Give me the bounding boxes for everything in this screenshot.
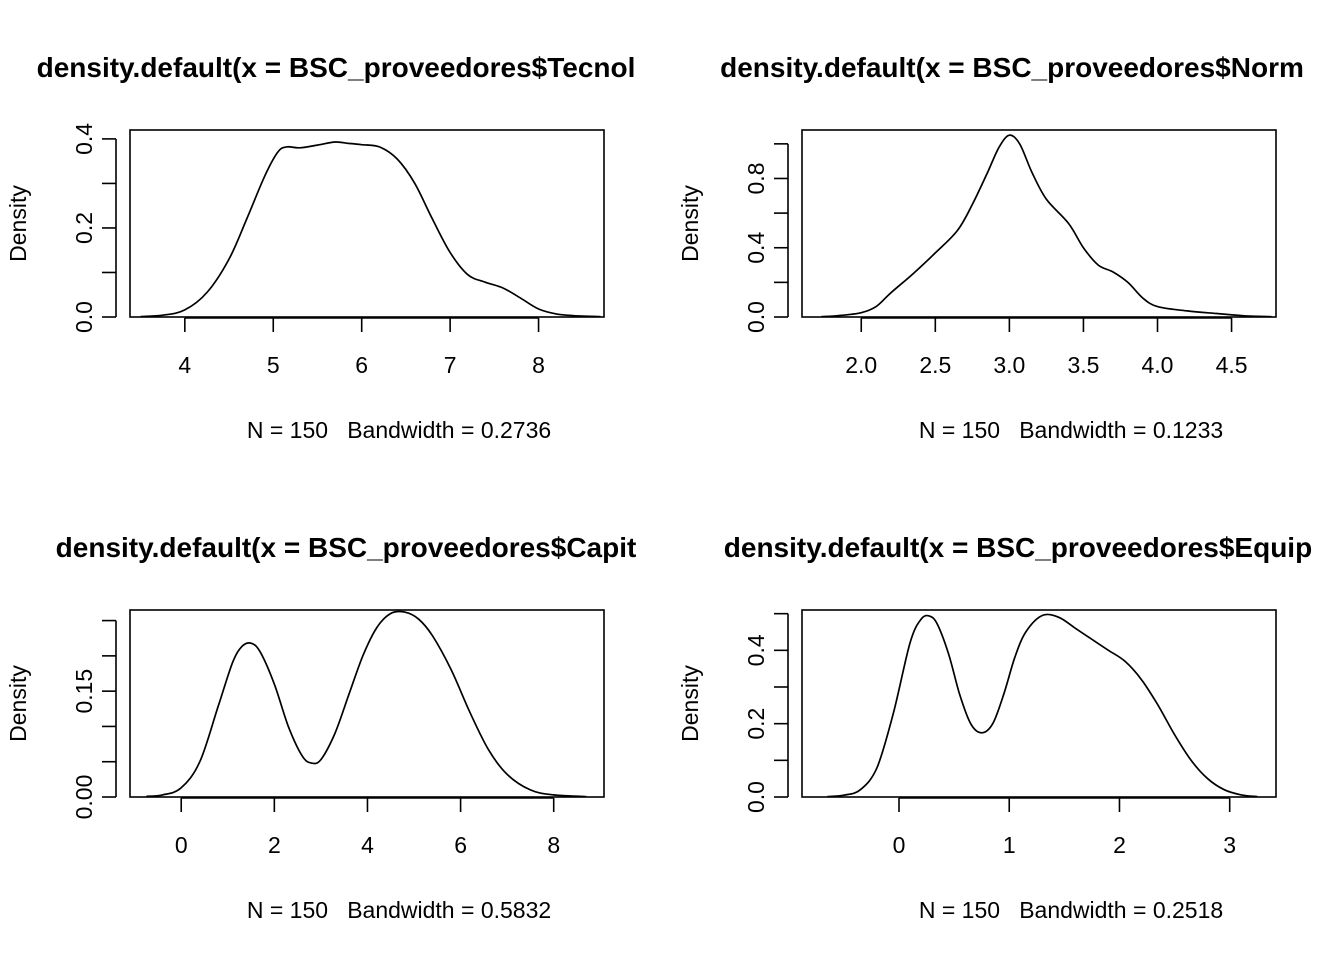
x-axis: 0 1 2 3	[893, 797, 1236, 858]
x-tick-label: 8	[532, 352, 545, 378]
y-tick-label: 0.2	[71, 212, 97, 244]
y-axis-label: Density	[677, 185, 703, 262]
x-axis: 4 5 6 7 8	[178, 317, 545, 378]
y-axis-label: Density	[677, 665, 703, 742]
density-curve	[827, 613, 1258, 798]
x-tick-label: 3.0	[993, 352, 1025, 378]
plot-frame	[801, 609, 1277, 798]
plot-frame	[129, 129, 605, 318]
x-axis-label: N = 150 Bandwidth = 0.5832	[247, 897, 551, 923]
y-axis-label: Density	[5, 185, 31, 262]
x-tick-label: 8	[547, 832, 560, 858]
y-tick-label: 0.8	[743, 162, 769, 194]
density-curve	[140, 141, 601, 318]
x-tick-label: 6	[454, 832, 467, 858]
x-tick-label: 6	[355, 352, 368, 378]
x-tick-label: 0	[175, 832, 188, 858]
chart-title: density.default(x = BSC_proveedores$Capi…	[56, 532, 637, 563]
plot-frame	[801, 129, 1277, 318]
y-tick-label: 0.4	[71, 123, 97, 155]
x-tick-label: 2	[1113, 832, 1126, 858]
x-tick-label: 5	[267, 352, 280, 378]
x-axis: 0 2 4 6 8	[175, 797, 560, 858]
x-tick-label: 2	[268, 832, 281, 858]
x-tick-label: 7	[444, 352, 457, 378]
x-tick-label: 3	[1223, 832, 1236, 858]
x-tick-label: 4	[361, 832, 374, 858]
density-curve	[146, 610, 587, 798]
density-panel-3: density.default(x = BSC_proveedores$Capi…	[5, 532, 636, 923]
y-tick-label: 0.0	[743, 301, 769, 333]
y-tick-label: 0.0	[71, 301, 97, 333]
y-axis-label: Density	[5, 665, 31, 742]
y-axis: 0.0 0.4 0.8	[743, 143, 789, 333]
y-axis: 0.00 0.15	[71, 619, 117, 820]
y-tick-label: 0.0	[743, 781, 769, 813]
chart-title: density.default(x = BSC_proveedores$Tecn…	[37, 52, 636, 83]
y-axis: 0.0 0.2 0.4	[743, 612, 789, 813]
x-tick-label: 4.0	[1142, 352, 1174, 378]
x-axis-label: N = 150 Bandwidth = 0.2736	[247, 417, 551, 443]
x-tick-label: 3.5	[1067, 352, 1099, 378]
density-curve	[821, 134, 1272, 318]
y-tick-label: 0.4	[743, 232, 769, 264]
plot-frame	[129, 609, 605, 798]
chart-title: density.default(x = BSC_proveedores$Equi…	[724, 532, 1312, 563]
y-tick-label: 0.2	[743, 708, 769, 740]
x-tick-label: 4.5	[1216, 352, 1248, 378]
x-tick-label: 2.0	[845, 352, 877, 378]
y-tick-label: 0.15	[71, 669, 97, 714]
density-panel-2: density.default(x = BSC_proveedores$Norm…	[677, 52, 1304, 443]
chart-title: density.default(x = BSC_proveedores$Norm	[720, 52, 1304, 83]
x-axis-label: N = 150 Bandwidth = 0.2518	[919, 897, 1223, 923]
y-tick-label: 0.00	[71, 775, 97, 820]
density-panel-1: density.default(x = BSC_proveedores$Tecn…	[5, 52, 635, 443]
x-tick-label: 2.5	[919, 352, 951, 378]
density-panel-4: density.default(x = BSC_proveedores$Equi…	[677, 532, 1312, 923]
x-axis: 2.0 2.5 3.0 3.5 4.0 4.5	[845, 317, 1248, 378]
x-tick-label: 0	[893, 832, 906, 858]
x-axis-label: N = 150 Bandwidth = 0.1233	[919, 417, 1223, 443]
x-tick-label: 4	[178, 352, 191, 378]
y-axis: 0.0 0.2 0.4	[71, 123, 117, 333]
x-tick-label: 1	[1003, 832, 1016, 858]
y-tick-label: 0.4	[743, 634, 769, 666]
